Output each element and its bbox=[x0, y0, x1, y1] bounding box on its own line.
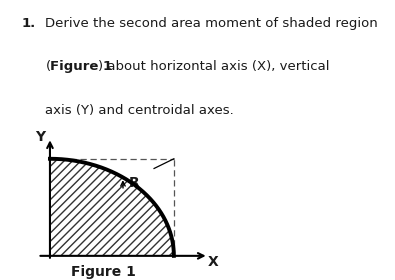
Text: ) about horizontal axis (X), vertical: ) about horizontal axis (X), vertical bbox=[98, 60, 329, 73]
Text: R: R bbox=[129, 176, 139, 190]
Text: Figure 1: Figure 1 bbox=[50, 60, 112, 73]
Text: Figure 1: Figure 1 bbox=[71, 265, 136, 279]
Polygon shape bbox=[50, 159, 174, 256]
Text: (: ( bbox=[45, 60, 51, 73]
Text: 1.: 1. bbox=[22, 17, 36, 30]
Text: Derive the second area moment of shaded region: Derive the second area moment of shaded … bbox=[45, 17, 378, 30]
Text: X: X bbox=[208, 255, 219, 269]
Text: Y: Y bbox=[35, 130, 45, 144]
Text: axis (Y) and centroidal axes.: axis (Y) and centroidal axes. bbox=[45, 104, 234, 116]
